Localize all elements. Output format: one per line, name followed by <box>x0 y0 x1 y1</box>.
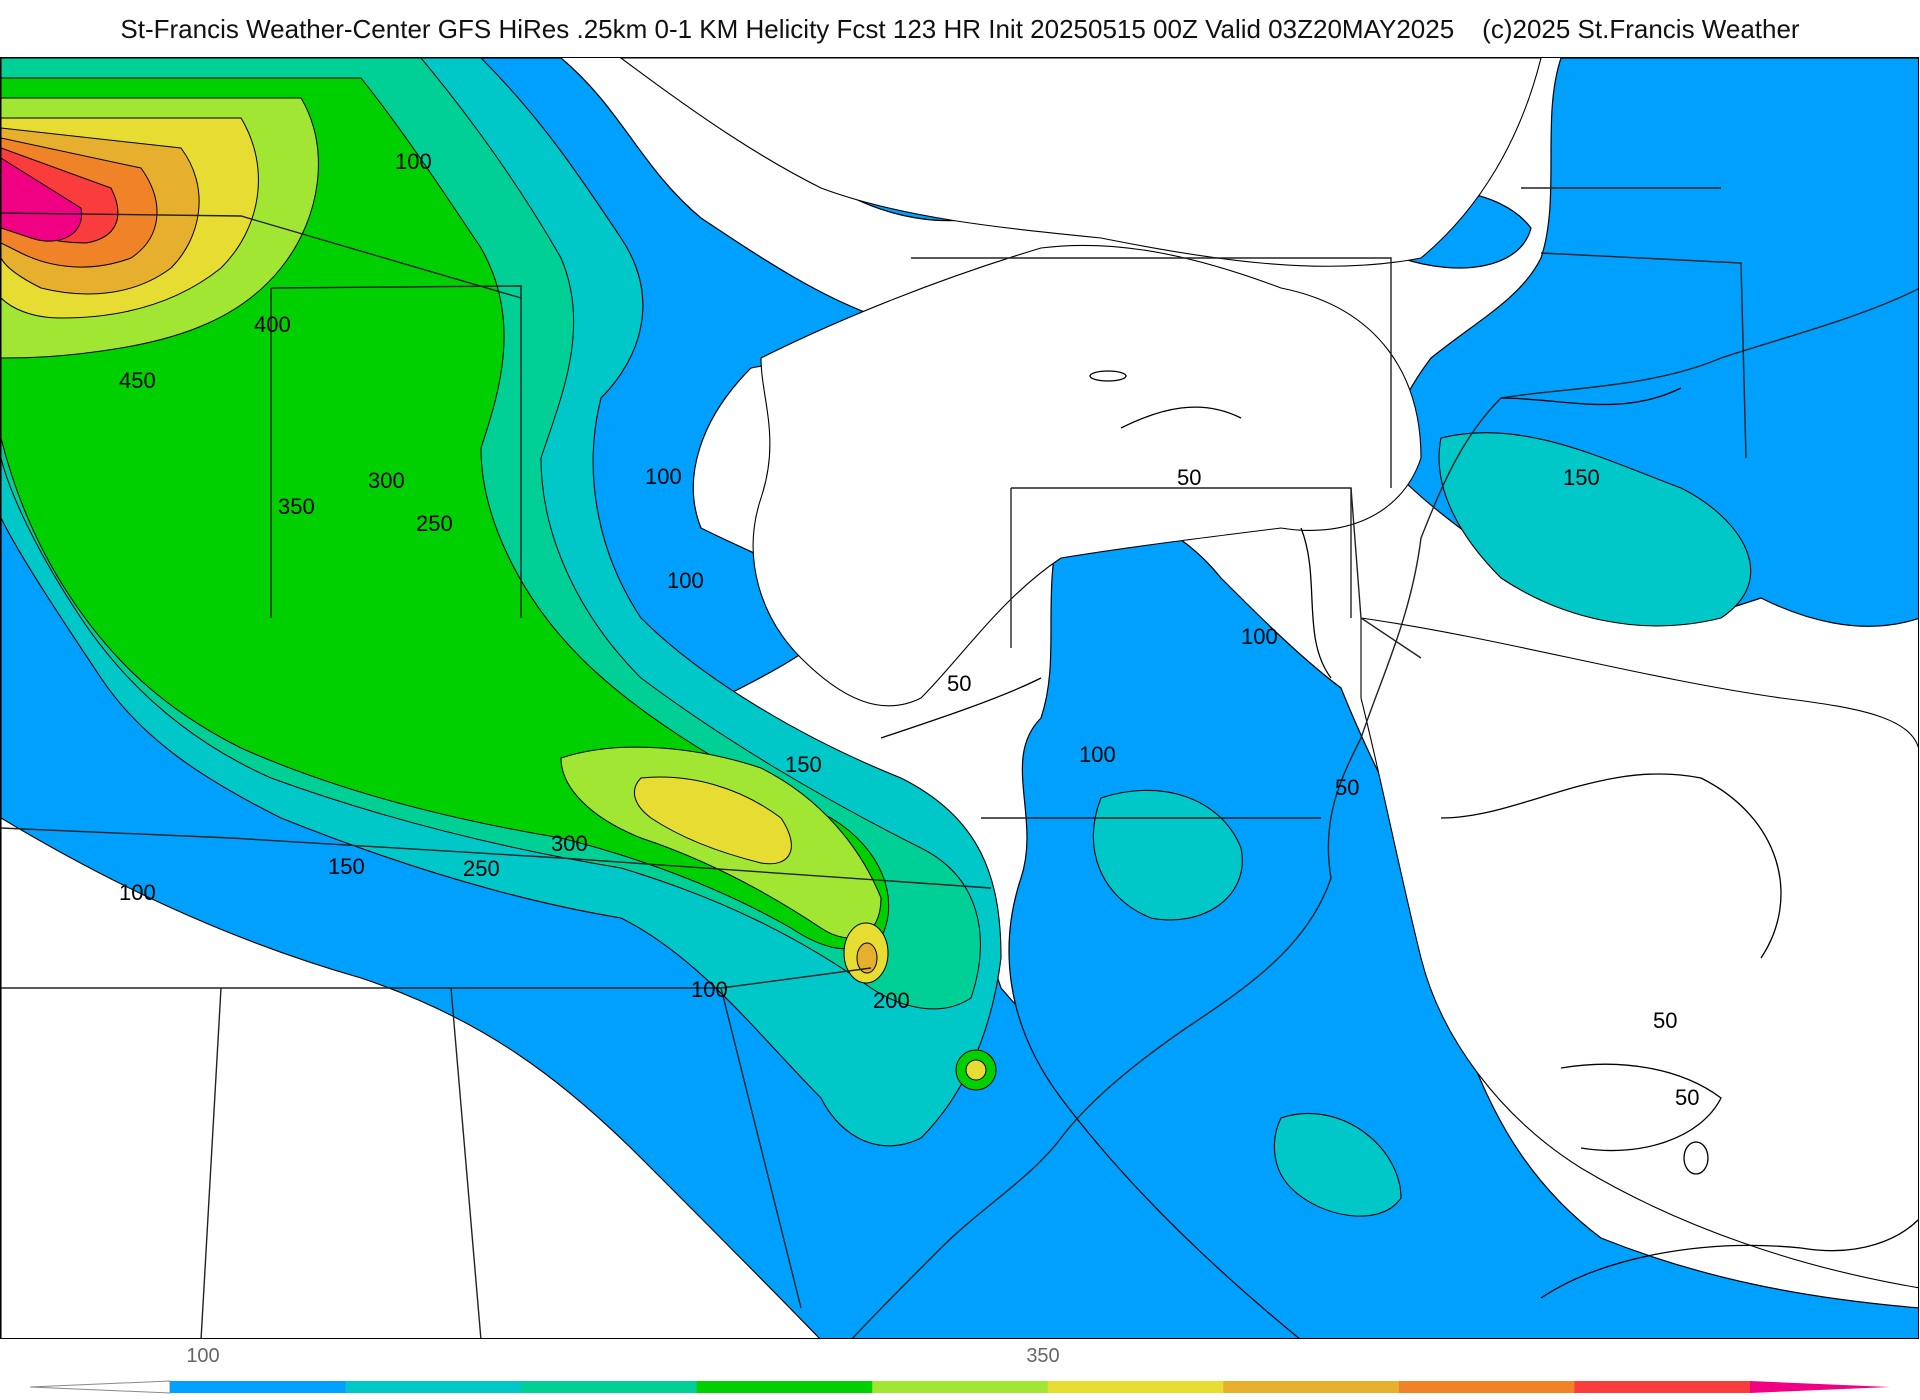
contour-labels: 100 400 450 300 350 250 100 100 50 150 1… <box>119 149 1699 1110</box>
contour-label: 50 <box>1675 1085 1699 1110</box>
white-patch-north <box>620 58 1542 267</box>
contour-label: 100 <box>119 880 156 905</box>
white-patch-great-lakes <box>752 244 1422 707</box>
contour-label: 100 <box>691 977 728 1002</box>
contour-label: 100 <box>645 464 682 489</box>
contour-label: 350 <box>278 494 315 519</box>
colorbar-segment <box>345 1381 522 1393</box>
colorbar-segment <box>1047 1381 1224 1393</box>
contour-label: 100 <box>667 568 704 593</box>
colorbar-tick-label: 350 <box>1026 1345 1060 1367</box>
blue-band-east <box>1008 511 1918 1338</box>
contour-label: 150 <box>328 854 365 879</box>
contour-label: 100 <box>1079 742 1116 767</box>
colorbar-segment <box>1223 1381 1400 1393</box>
yellow-band-mid <box>633 776 792 865</box>
colorbar-left-tip <box>30 1380 171 1394</box>
contour-label: 100 <box>1241 624 1278 649</box>
contour-label: 300 <box>551 831 588 856</box>
colorbar <box>30 1380 1890 1394</box>
contour-label: 150 <box>1563 465 1600 490</box>
title-main: St-Francis Weather-Center GFS HiRes .25k… <box>120 14 1455 44</box>
hotspot-ga-inner <box>856 942 878 974</box>
white-patch-southeast <box>1 817 820 1338</box>
contour-label: 100 <box>395 149 432 174</box>
chart-title: St-Francis Weather-Center GFS HiRes .25k… <box>0 14 1920 45</box>
hotspot-nc-inner <box>965 1059 987 1081</box>
contour-label: 250 <box>416 511 453 536</box>
contour-label: 400 <box>254 312 291 337</box>
contour-label: 450 <box>119 368 156 393</box>
colorbar-segment <box>1574 1381 1751 1393</box>
cyan-band-se <box>1273 1112 1402 1217</box>
cyan-band-mid <box>1092 789 1243 921</box>
title-credit: (c)2025 St.Francis Weather <box>1482 14 1800 44</box>
colorbar-segment <box>872 1381 1049 1393</box>
colorbar-tick-labels: 100 350 <box>0 1345 1920 1369</box>
contour-label: 150 <box>785 752 822 777</box>
colorbar-right-tip <box>1750 1381 1890 1393</box>
helicity-contours <box>880 370 1918 1299</box>
low-helicity-patches <box>1 58 1918 1338</box>
colorbar-segment <box>1398 1381 1575 1393</box>
colorbar-segment <box>521 1381 698 1393</box>
colorbar-segment <box>170 1381 347 1393</box>
contour-label: 50 <box>1335 775 1359 800</box>
coastline <box>851 288 1918 1338</box>
helicity-map: 100 400 450 300 350 250 100 100 50 150 1… <box>1 58 1918 1338</box>
contour-label: 50 <box>1177 465 1201 490</box>
cyan-band-ne <box>1438 432 1752 627</box>
magenta-core <box>1 157 83 242</box>
map-panel: 100 400 450 300 350 250 100 100 50 150 1… <box>0 57 1919 1339</box>
contour-label: 250 <box>463 856 500 881</box>
contour-label: 50 <box>947 671 971 696</box>
colorbar-tick-label: 100 <box>186 1345 220 1367</box>
state-boundaries <box>1 187 1747 1338</box>
contour-label: 50 <box>1653 1008 1677 1033</box>
contour-label: 200 <box>873 988 910 1013</box>
contour-label: 300 <box>368 468 405 493</box>
colorbar-segment <box>696 1381 873 1393</box>
